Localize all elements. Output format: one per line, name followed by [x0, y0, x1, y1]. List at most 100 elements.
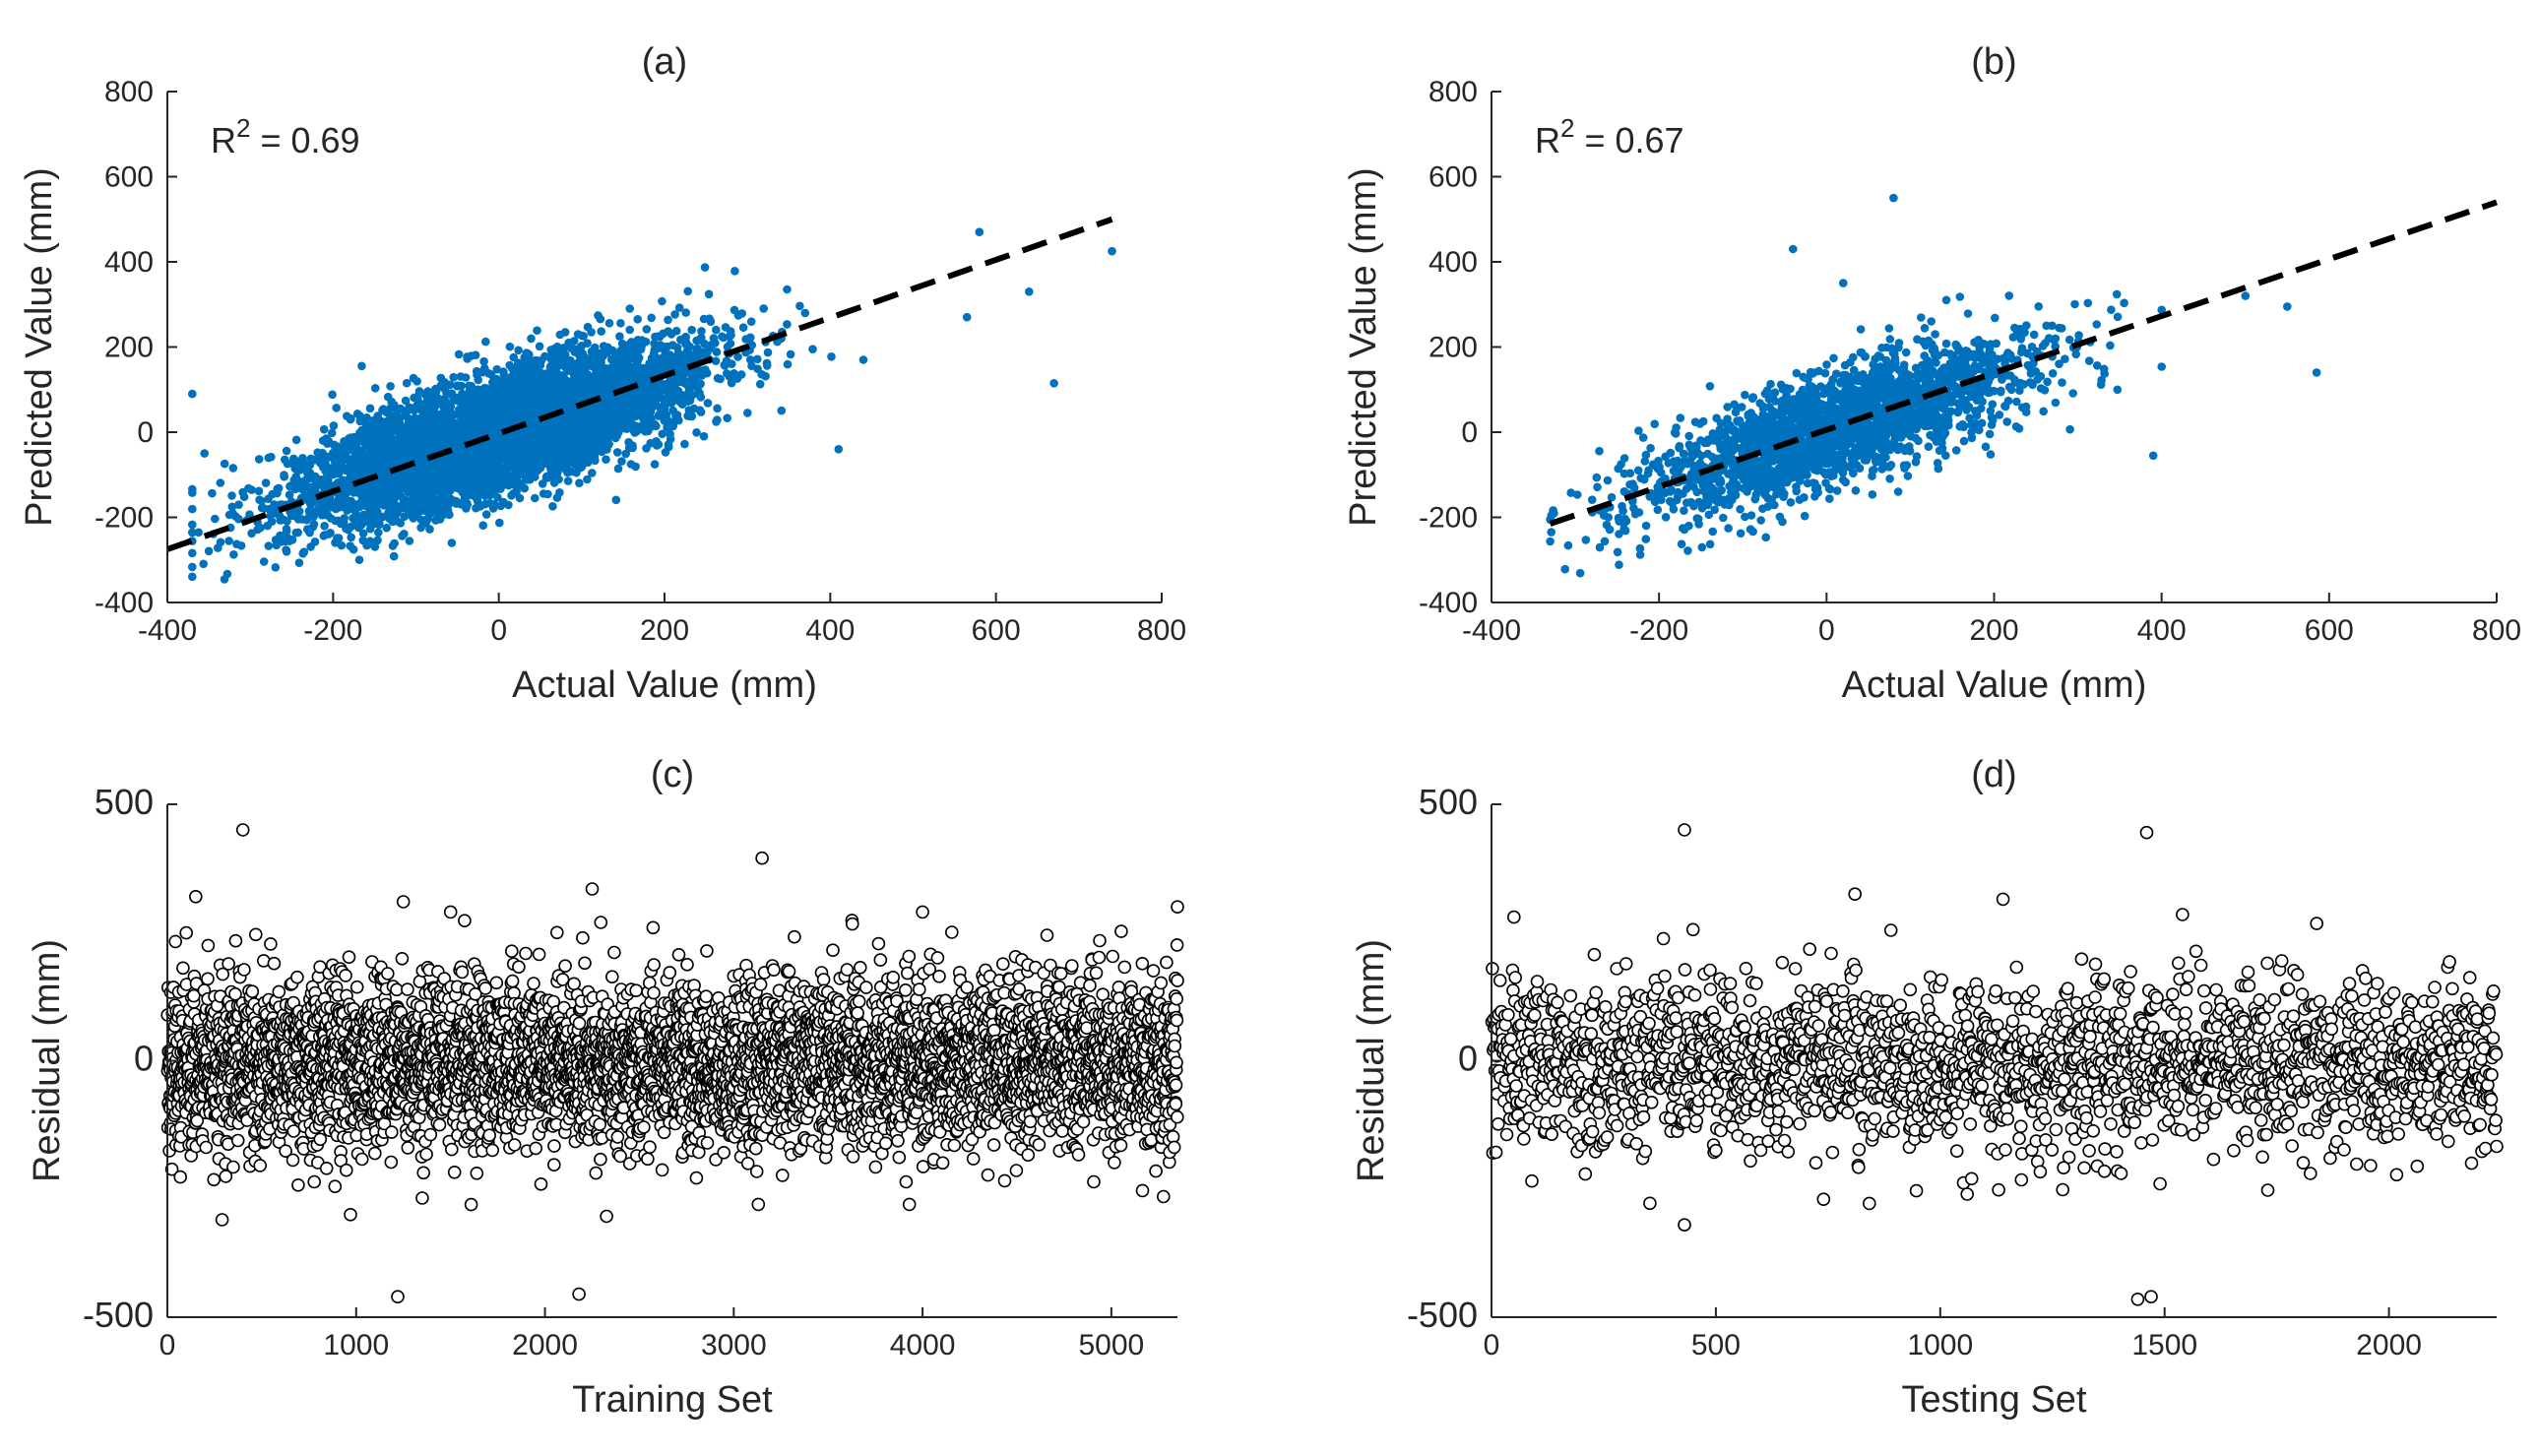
panel-a-point — [413, 404, 422, 412]
panel-a-point — [625, 304, 634, 313]
panel-a-point — [658, 429, 666, 439]
panel-a-point — [827, 352, 836, 361]
panel-a-point — [481, 337, 490, 347]
panel-a-point — [254, 455, 264, 464]
panel-a-point — [783, 359, 793, 369]
panel-a-point — [257, 503, 267, 513]
panel-a-point — [623, 349, 633, 358]
panel-a-point — [255, 495, 264, 504]
panel-a-point — [712, 325, 721, 335]
panel-a-point — [355, 501, 365, 510]
panel-a-point — [382, 523, 392, 533]
panel-a-point — [398, 532, 407, 540]
panel-a-point — [449, 372, 459, 382]
panel-a-point — [543, 394, 553, 404]
panel-a-point — [663, 393, 671, 403]
panel-a-point — [282, 446, 291, 456]
panel-a-point — [549, 441, 559, 451]
panel-a-point — [683, 286, 692, 296]
panel-a-point — [722, 356, 731, 365]
panel-a-point — [302, 515, 311, 525]
panel-a-point — [642, 325, 652, 334]
panel-a-point — [389, 551, 399, 561]
panel-a-point — [478, 521, 488, 530]
panel-a-point — [671, 326, 681, 336]
panel-a-point — [271, 563, 281, 572]
panel-a-point — [265, 504, 274, 514]
panel-a-point — [546, 403, 556, 412]
panel-a-point — [633, 355, 643, 365]
panel-a-point — [687, 325, 696, 335]
panel-a-point — [560, 448, 569, 457]
panel-a-point — [188, 528, 197, 538]
panel-a-point — [288, 460, 298, 469]
panel-a-point — [379, 405, 388, 413]
panel-a-point — [762, 358, 772, 368]
panel-a-point — [575, 478, 584, 488]
panel-a-point — [631, 407, 641, 416]
panel-a-point — [647, 313, 656, 323]
panel-a-point — [566, 467, 576, 476]
panel-a-point — [700, 263, 710, 272]
panel-a-point — [563, 476, 573, 485]
panel-a-point — [454, 349, 464, 359]
panel-a-point — [755, 379, 765, 389]
panel-a-point — [583, 322, 593, 332]
panel-a-point — [612, 448, 622, 457]
panel-a-point — [711, 356, 721, 366]
panel-a-point — [480, 491, 490, 501]
panel-a-point — [422, 411, 432, 420]
panel-a-point — [522, 348, 532, 357]
panel-a-point — [495, 518, 504, 528]
panel-a-point — [463, 354, 473, 363]
panel-a-point — [365, 524, 375, 534]
panel-a-point — [610, 355, 619, 365]
panel-a-point — [546, 368, 556, 377]
panel-a-point — [346, 414, 355, 424]
panel-a-point — [653, 394, 662, 403]
panel-a-point — [259, 557, 269, 566]
panel-a-point — [357, 361, 366, 371]
panel-a-point — [480, 363, 489, 373]
panel-a-point — [519, 452, 528, 461]
panel-a-point — [598, 412, 606, 421]
panel-a-point — [365, 423, 374, 432]
panel-a-point — [573, 330, 583, 339]
panel-a-point — [227, 502, 237, 512]
panel-a-point — [713, 404, 722, 413]
panel-a-point — [347, 533, 356, 542]
panel-a-point — [560, 359, 570, 368]
panel-a-point — [723, 369, 731, 378]
panel-a-point — [783, 320, 792, 329]
panel-a-point — [661, 448, 670, 457]
panel-a-point — [681, 332, 690, 342]
panel-a-point — [591, 363, 600, 373]
panel-a-point — [777, 406, 787, 415]
panel-a-point — [334, 454, 343, 464]
panel-a-point — [324, 475, 333, 484]
panel-a-point — [628, 443, 637, 453]
panel-a-point — [743, 409, 752, 417]
panel-a-point — [328, 390, 337, 400]
panel-a-point — [386, 382, 395, 391]
panel-a-point — [408, 512, 417, 521]
panel-a-point — [655, 410, 665, 419]
panel-a-point — [670, 389, 679, 398]
panel-a-point — [446, 423, 456, 433]
panel-a-point — [656, 332, 665, 342]
panel-a-point — [188, 504, 197, 514]
panel-a-point — [349, 544, 358, 554]
panel-a-point — [405, 537, 414, 545]
panel-a-point — [658, 296, 666, 306]
panel-a-scatter-actual-vs-predicted: -400 -200 0 200 400 600 800-400-20002004006008… — [19, 41, 1186, 706]
panel-a-point — [603, 348, 611, 357]
panel-a-point — [374, 528, 383, 538]
panel-a-point — [634, 422, 644, 432]
panel-a-point — [632, 367, 641, 377]
panel-a-point — [344, 454, 352, 464]
panel-a-point — [423, 494, 433, 504]
panel-a-point — [763, 348, 773, 357]
panel-a-point — [588, 434, 597, 443]
panel-a-point — [424, 442, 434, 452]
panel-a-point — [568, 366, 578, 375]
